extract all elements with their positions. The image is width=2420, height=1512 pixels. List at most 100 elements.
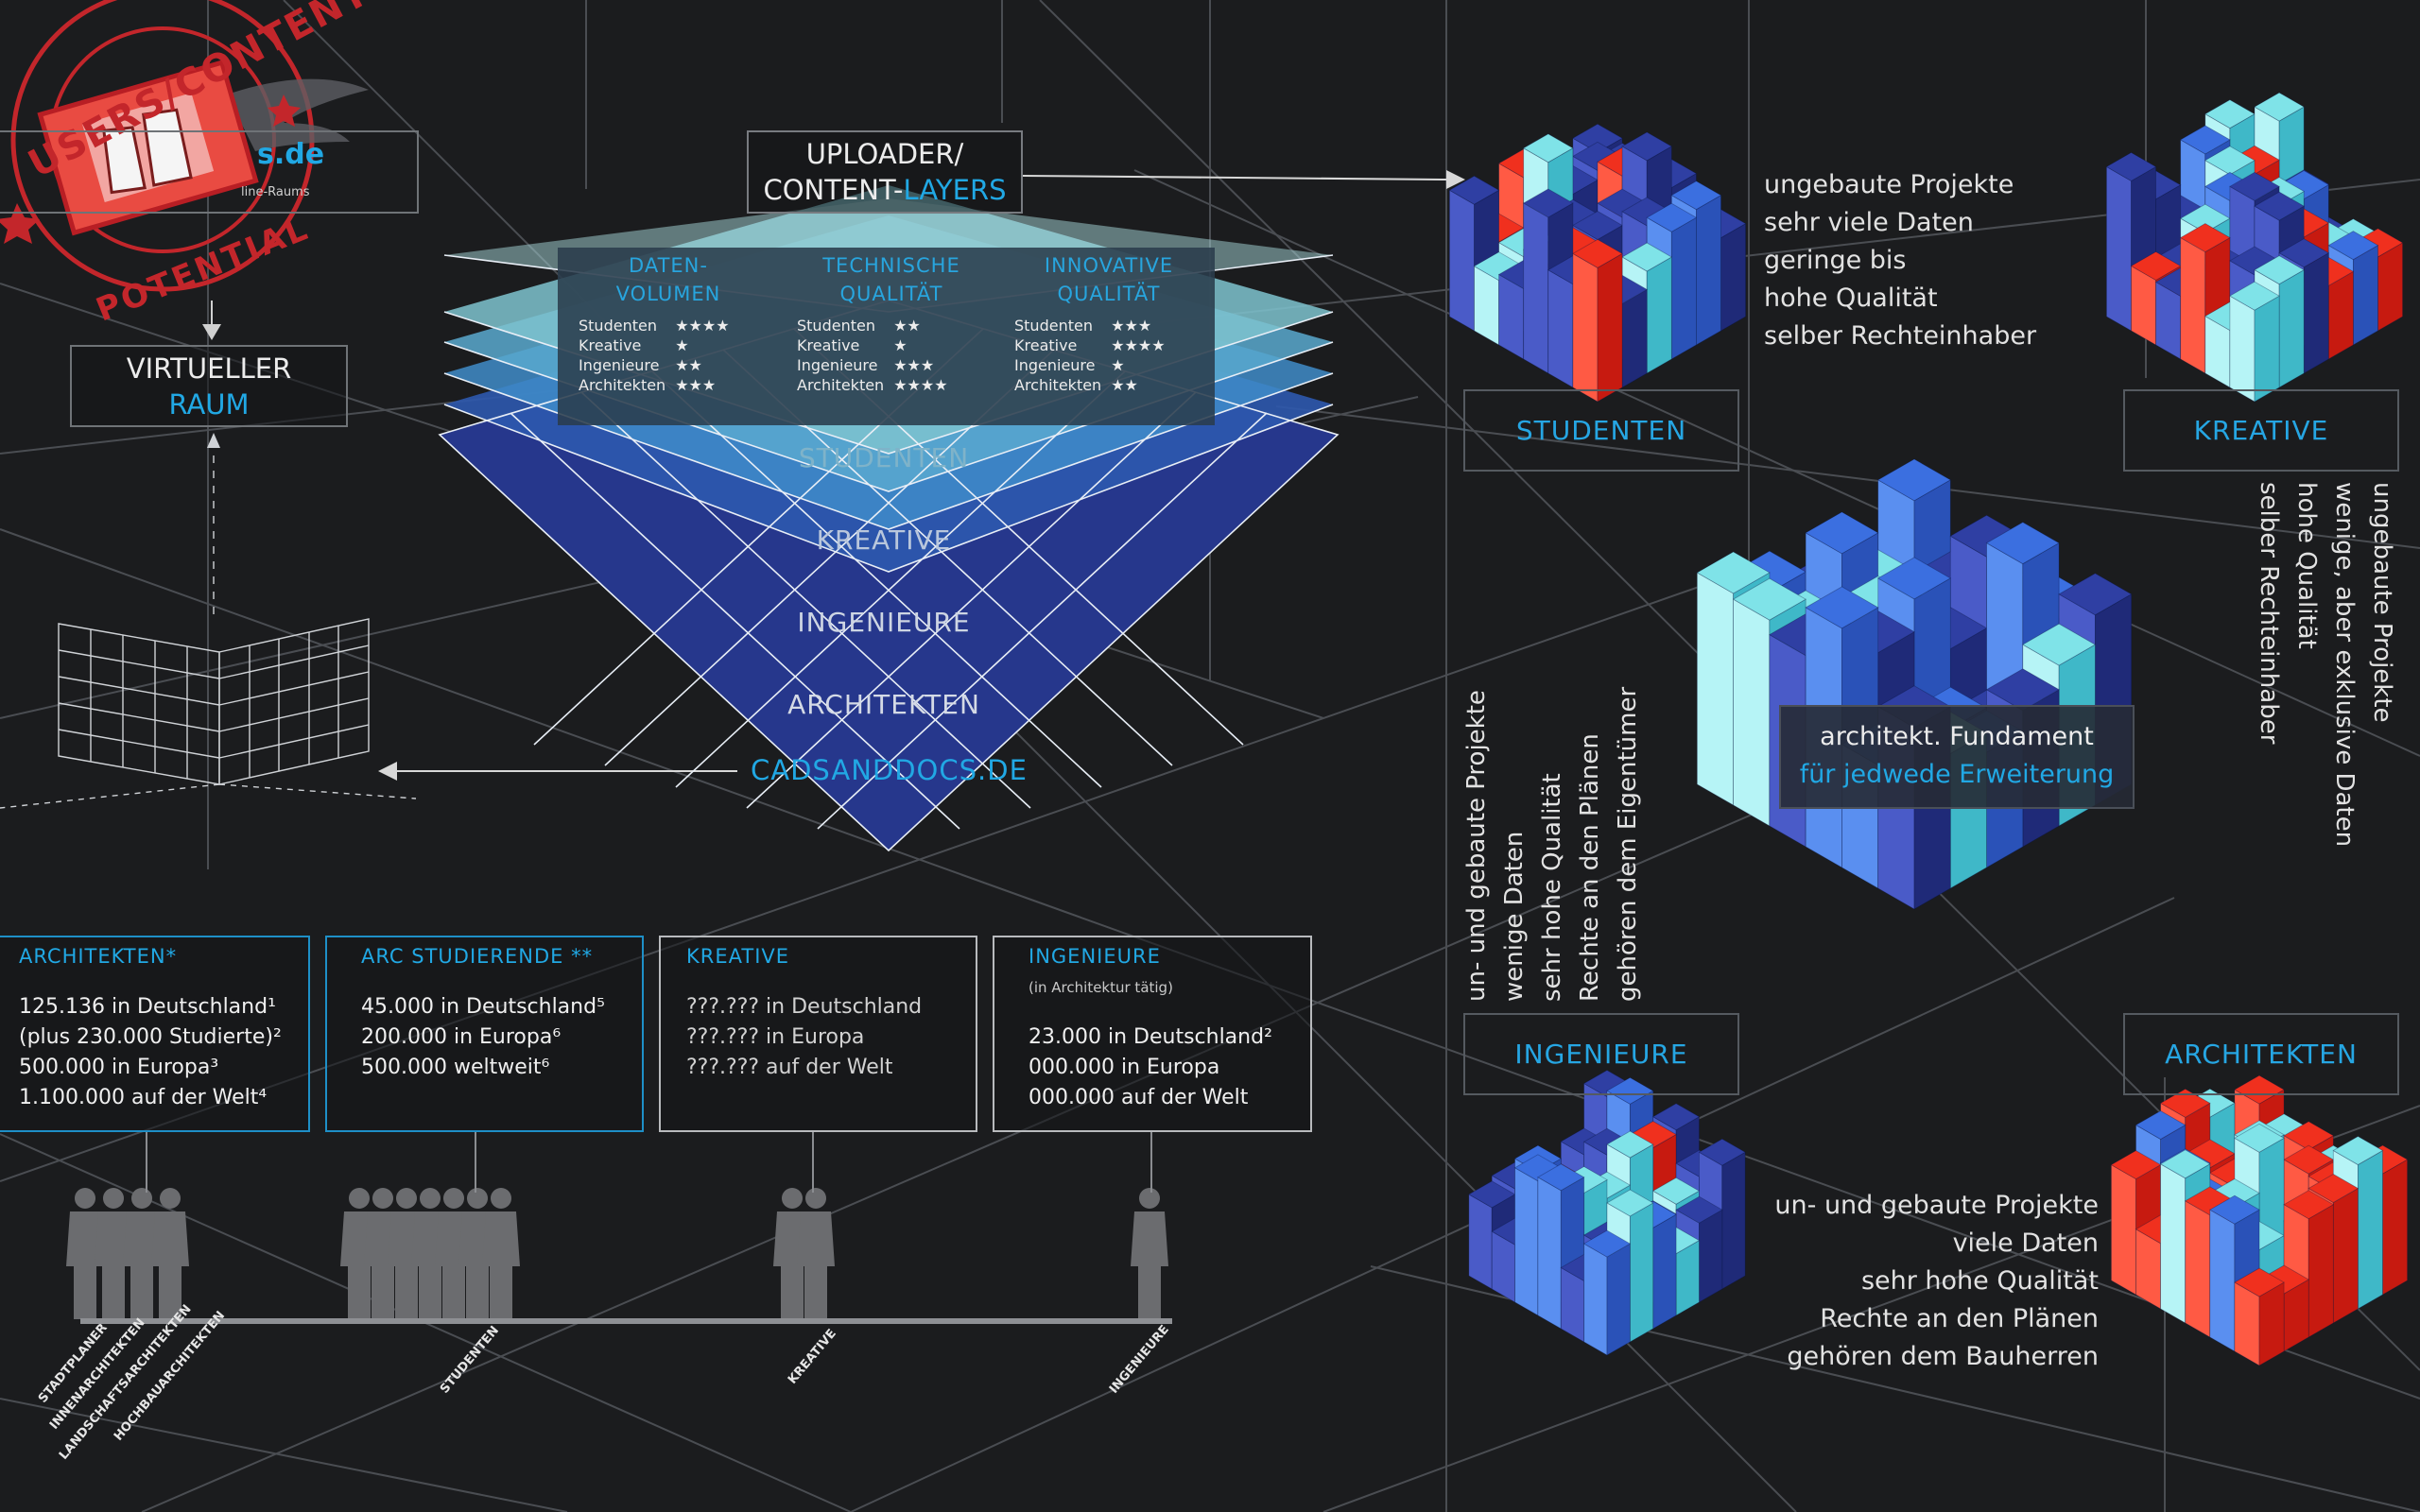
stats-line: 500.000 in Europa³	[19, 1056, 219, 1079]
person-head	[782, 1188, 803, 1209]
bar-face-top	[1537, 1163, 1585, 1192]
foundation-line-1: architekt. Fundament	[1820, 722, 2094, 751]
bar-face-top	[1621, 131, 1673, 162]
bar-face-top	[1876, 458, 1952, 502]
bar-face-top	[2254, 191, 2306, 221]
person-head	[420, 1188, 441, 1209]
person-body	[66, 1211, 104, 1319]
bar-face-left	[1449, 189, 1475, 332]
stats-line: 500.000 weltweit⁶	[361, 1056, 550, 1079]
uploader-line-2a: CONTENT-	[763, 174, 904, 206]
stats-box-ingenieure: INGENIEURE (in Architektur tätig) 23.000…	[993, 936, 1312, 1132]
bar-face-top	[1675, 1195, 1723, 1224]
bar-face-top	[2332, 1136, 2384, 1165]
stats-head: ARC STUDIERENDE **	[361, 945, 594, 968]
bar-face-top	[1670, 180, 1722, 211]
stats-box-architekten: ARCHITEKTEN* 125.136 in Deutschland¹ (pl…	[0, 936, 310, 1132]
person-head	[805, 1188, 826, 1209]
person-body	[123, 1211, 161, 1319]
desc-studenten: ungebaute Projekte sehr viele Daten gerin…	[1764, 170, 2037, 351]
bar-face-left	[1733, 598, 1771, 827]
person-body	[797, 1211, 835, 1319]
bar-face-right	[1670, 216, 1697, 360]
bar-face-left	[1523, 202, 1549, 374]
rating-column-technical-quality: TECHNISCHE QUALITÄT Studenten ★★ Kreative ★…	[797, 251, 986, 395]
bar-face-top	[2208, 1194, 2260, 1225]
virtual-room-box: VIRTUELLER RAUM	[70, 345, 348, 427]
bar-face-right	[1646, 256, 1672, 374]
person-head	[443, 1188, 464, 1209]
bar-face-left	[2209, 1209, 2236, 1352]
bar-face-right	[2377, 242, 2403, 332]
bar-face-top	[1985, 522, 2060, 565]
foundation-label-box: architekt. Fundament für jedwede Erweite…	[1779, 705, 2135, 809]
person-head	[75, 1188, 95, 1209]
rating-row: Ingenieure ★★★	[797, 356, 935, 374]
bar-cube	[1696, 458, 2133, 910]
person-head	[349, 1188, 370, 1209]
person-head	[396, 1188, 417, 1209]
bar-face-left	[1583, 1243, 1608, 1356]
bar-face-top	[1448, 175, 1500, 205]
bar-face-top	[2135, 1110, 2187, 1140]
bar-face-top	[2283, 1190, 2335, 1220]
bar-face-top	[1985, 668, 2060, 712]
bar-face-right	[2308, 1203, 2334, 1338]
bar-face-top	[2022, 623, 2097, 666]
bar-face-left	[2229, 295, 2256, 403]
bar-face-left	[2106, 165, 2132, 332]
bar-face-left	[1572, 252, 1599, 403]
virtual-room-grid	[0, 444, 417, 809]
bar-face-top	[1606, 1189, 1654, 1217]
bar-face-top	[2234, 1267, 2285, 1297]
cube-label-studenten: STUDENTEN	[1463, 389, 1739, 472]
foundation-line-2: für jedwede Erweiterung	[1799, 760, 2115, 789]
bar-face-top	[2254, 255, 2306, 285]
bar-face-right	[1629, 1202, 1654, 1343]
stats-line: 000.000 in Europa	[1028, 1056, 1220, 1079]
person-body	[482, 1211, 520, 1319]
bar-face-right	[2278, 268, 2305, 388]
bar-face-right	[2358, 1149, 2383, 1310]
bar-face-top	[2283, 1121, 2335, 1151]
person-head	[103, 1188, 124, 1209]
bar-face-top	[1876, 557, 1952, 600]
bar-face-right	[2382, 1159, 2408, 1296]
person-head	[467, 1188, 488, 1209]
bar-face-top	[1606, 1130, 1654, 1159]
bar-face-right	[2332, 1187, 2359, 1324]
bar-face-left	[1547, 269, 1574, 388]
bar-face-right	[1699, 1209, 1723, 1303]
bar-face-left	[2160, 1163, 2187, 1324]
bar-face-right	[2327, 270, 2354, 360]
stats-line: (plus 230.000 Studierte)²	[19, 1025, 282, 1049]
bar-face-top	[1522, 133, 1574, 163]
stats-box-kreative: KREATIVE ???.??? in Deutschland ???.??? …	[659, 936, 977, 1132]
bar-face-top	[1621, 242, 1673, 272]
rating-row: Kreative ★★★★	[1014, 336, 1166, 354]
person-head	[160, 1188, 181, 1209]
website-fragment-box: s.de line-Raums	[0, 130, 419, 214]
bar-face-top	[1646, 202, 1698, 232]
stats-box-arc-studierende: ARC STUDIERENDE ** 45.000 in Deutschland…	[325, 936, 644, 1132]
rating-panel-bg	[558, 248, 1215, 425]
bar-face-right	[2258, 1281, 2285, 1366]
cube-label-ingenieure: INGENIEURE	[1463, 1013, 1739, 1095]
cube-label-kreative: KREATIVE	[2123, 389, 2399, 472]
bar-face-top	[1572, 238, 1623, 268]
bar-face-top	[2179, 125, 2231, 155]
bar-cube	[2105, 92, 2404, 403]
bar-face-left	[1696, 572, 1734, 806]
bar-face-right	[1606, 1243, 1631, 1356]
bar-face-right	[1652, 1213, 1677, 1330]
layer-label-architekten: ARCHITEKTEN	[787, 689, 980, 720]
bar-face-top	[1805, 586, 1879, 629]
bar-face-right	[2254, 295, 2280, 403]
site-name-label: CADSANDDOCS.DE	[751, 754, 1028, 786]
uploader-line-1: UPLOADER/	[805, 138, 964, 170]
bar-face-left	[1514, 1167, 1539, 1316]
layer-label-studenten: STUDENTEN	[798, 442, 970, 473]
stats-line: ???.??? auf der Welt	[686, 1056, 893, 1079]
bar-face-top	[1696, 551, 1771, 594]
